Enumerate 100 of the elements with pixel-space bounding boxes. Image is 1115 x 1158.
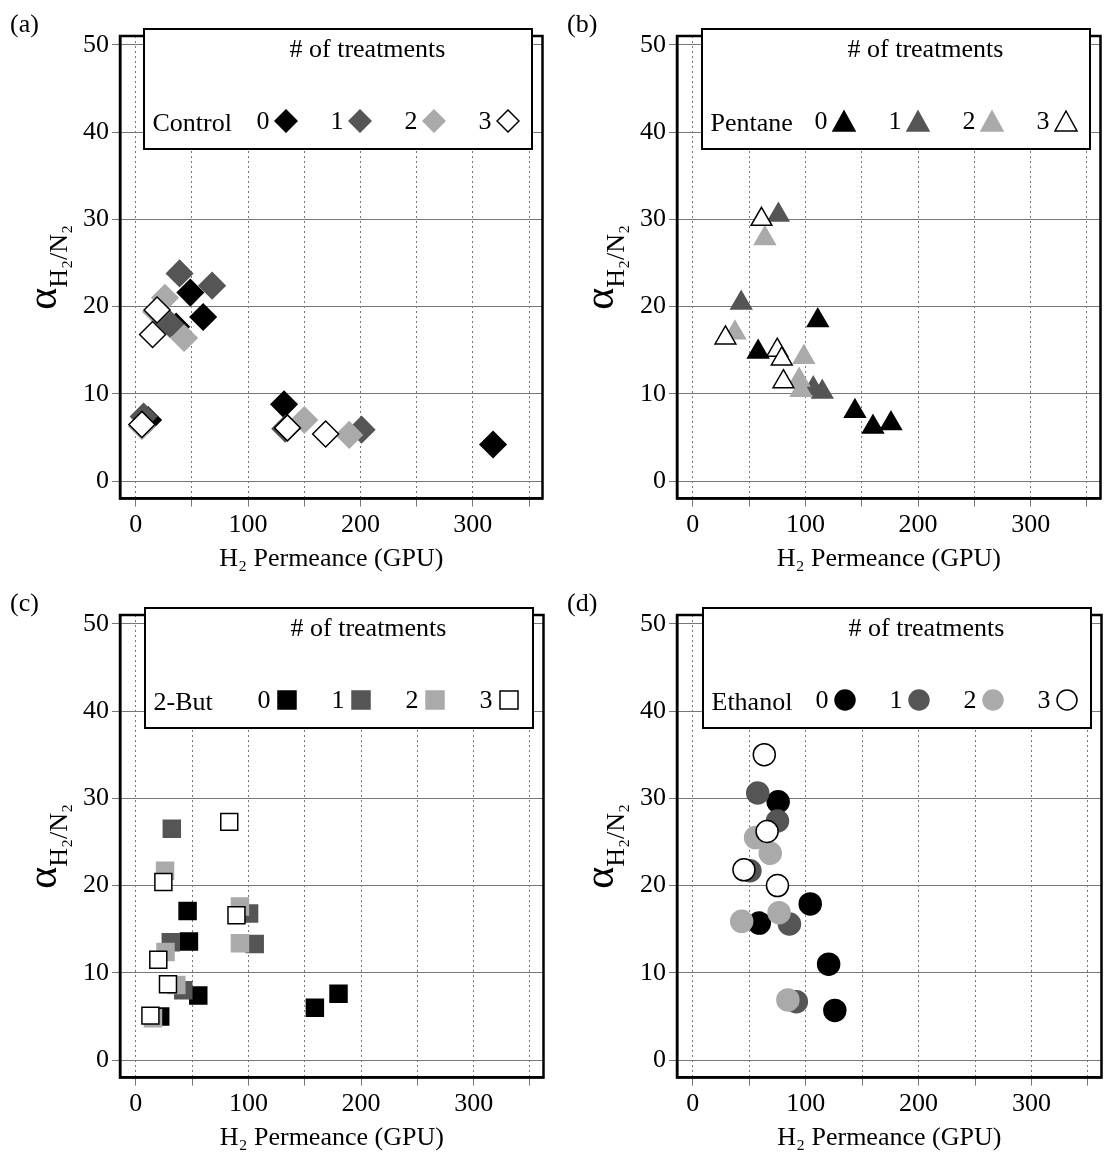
x-tick-label: 200	[899, 1088, 939, 1118]
x-tick-label: 100	[228, 1088, 268, 1118]
chart-title: (c)	[10, 588, 39, 617]
legend-title: # of treatments	[288, 34, 447, 64]
chart-title: (a)	[10, 9, 39, 38]
point	[270, 390, 298, 419]
y-axis-title: αH₂/N₂	[576, 803, 630, 889]
y-tick-label: 20	[640, 290, 666, 320]
y-tick-label: 30	[640, 782, 666, 812]
point	[305, 998, 325, 1018]
legend-title: # of treatments	[846, 34, 1005, 64]
y-axis-title: αH₂/N₂	[576, 224, 630, 310]
legend-title: # of treatments	[289, 613, 448, 643]
legend-label: 1	[331, 685, 345, 715]
x-axis-title: H₂ Permeance (GPU)	[219, 1122, 444, 1152]
y-tick-label: 0	[653, 464, 666, 494]
point	[879, 410, 903, 431]
legend-label: 1	[889, 685, 903, 715]
legend-label: 3	[1037, 685, 1051, 715]
point	[792, 344, 815, 364]
point	[767, 202, 790, 222]
y-tick-label: 30	[83, 203, 109, 233]
point	[149, 950, 168, 969]
point	[335, 421, 363, 449]
x-tick-label: 100	[786, 1088, 826, 1118]
point	[766, 790, 790, 814]
y-tick-label: 40	[83, 115, 109, 145]
point	[745, 781, 770, 805]
legend-label: 2	[404, 106, 418, 136]
point	[772, 368, 795, 389]
point	[816, 952, 841, 976]
x-tick-label: 200	[340, 509, 380, 539]
point	[798, 892, 822, 916]
point	[179, 932, 199, 951]
y-tick-label: 50	[640, 28, 666, 58]
point	[198, 271, 226, 300]
legend-label: 1	[330, 106, 344, 136]
point	[861, 414, 885, 434]
x-tick-label: 100	[228, 509, 268, 539]
point	[732, 858, 756, 882]
y-tick-label: 20	[640, 869, 666, 899]
point	[776, 988, 800, 1012]
point	[823, 998, 847, 1023]
legend-label: 1	[888, 106, 902, 136]
point	[714, 325, 737, 345]
point	[176, 278, 205, 307]
y-tick-label: 50	[83, 607, 109, 637]
annotation: 2-But	[153, 687, 213, 717]
point	[165, 259, 194, 288]
legend-label: 0	[257, 685, 271, 715]
y-tick-label: 40	[640, 694, 666, 724]
point	[154, 872, 173, 892]
point	[227, 906, 246, 925]
point	[170, 324, 198, 352]
point	[806, 307, 829, 328]
legend-title: # of treatments	[847, 613, 1006, 643]
y-tick-label: 20	[83, 869, 109, 899]
y-tick-label: 40	[640, 115, 666, 145]
y-tick-label: 10	[640, 377, 666, 407]
point	[729, 909, 754, 934]
y-tick-label: 30	[640, 203, 666, 233]
y-tick-label: 0	[96, 464, 109, 494]
y-tick-label: 10	[640, 956, 666, 986]
x-tick-label: 300	[453, 509, 493, 539]
point	[156, 310, 184, 338]
x-axis-title: H₂ Permeance (GPU)	[776, 543, 1001, 573]
x-tick-label: 300	[1012, 1088, 1051, 1118]
x-tick-label: 100	[785, 509, 825, 539]
x-tick-label: 300	[1011, 509, 1051, 539]
point	[189, 303, 217, 331]
x-tick-label: 200	[898, 509, 938, 539]
y-tick-label: 20	[83, 290, 109, 320]
y-tick-label: 40	[83, 694, 109, 724]
legend-label: 0	[815, 685, 829, 715]
point	[730, 290, 753, 310]
legend-label: 0	[256, 106, 270, 136]
y-tick-label: 10	[83, 377, 109, 407]
point	[178, 901, 197, 921]
chart-title: (d)	[567, 588, 598, 617]
point	[755, 819, 779, 844]
point	[230, 933, 250, 953]
point	[753, 225, 776, 246]
x-axis-title: H₂ Permeance (GPU)	[219, 543, 444, 573]
point	[843, 398, 867, 419]
point	[811, 379, 834, 399]
y-tick-label: 0	[96, 1043, 109, 1073]
annotation: Ethanol	[711, 687, 793, 717]
legend-label: 2	[962, 106, 976, 136]
legend-label: 3	[479, 685, 493, 715]
x-tick-label: 0	[129, 1088, 143, 1118]
y-tick-label: 0	[653, 1043, 666, 1073]
legend-label: 3	[478, 106, 492, 136]
legend-label: 0	[814, 106, 828, 136]
legend-label: 3	[1036, 106, 1050, 136]
legend-label: 2	[963, 685, 977, 715]
x-axis-title: H₂ Permeance (GPU)	[777, 1122, 1002, 1152]
annotation: Control	[152, 108, 232, 138]
point	[770, 346, 793, 366]
y-tick-label: 50	[83, 28, 109, 58]
y-tick-label: 30	[83, 782, 109, 812]
